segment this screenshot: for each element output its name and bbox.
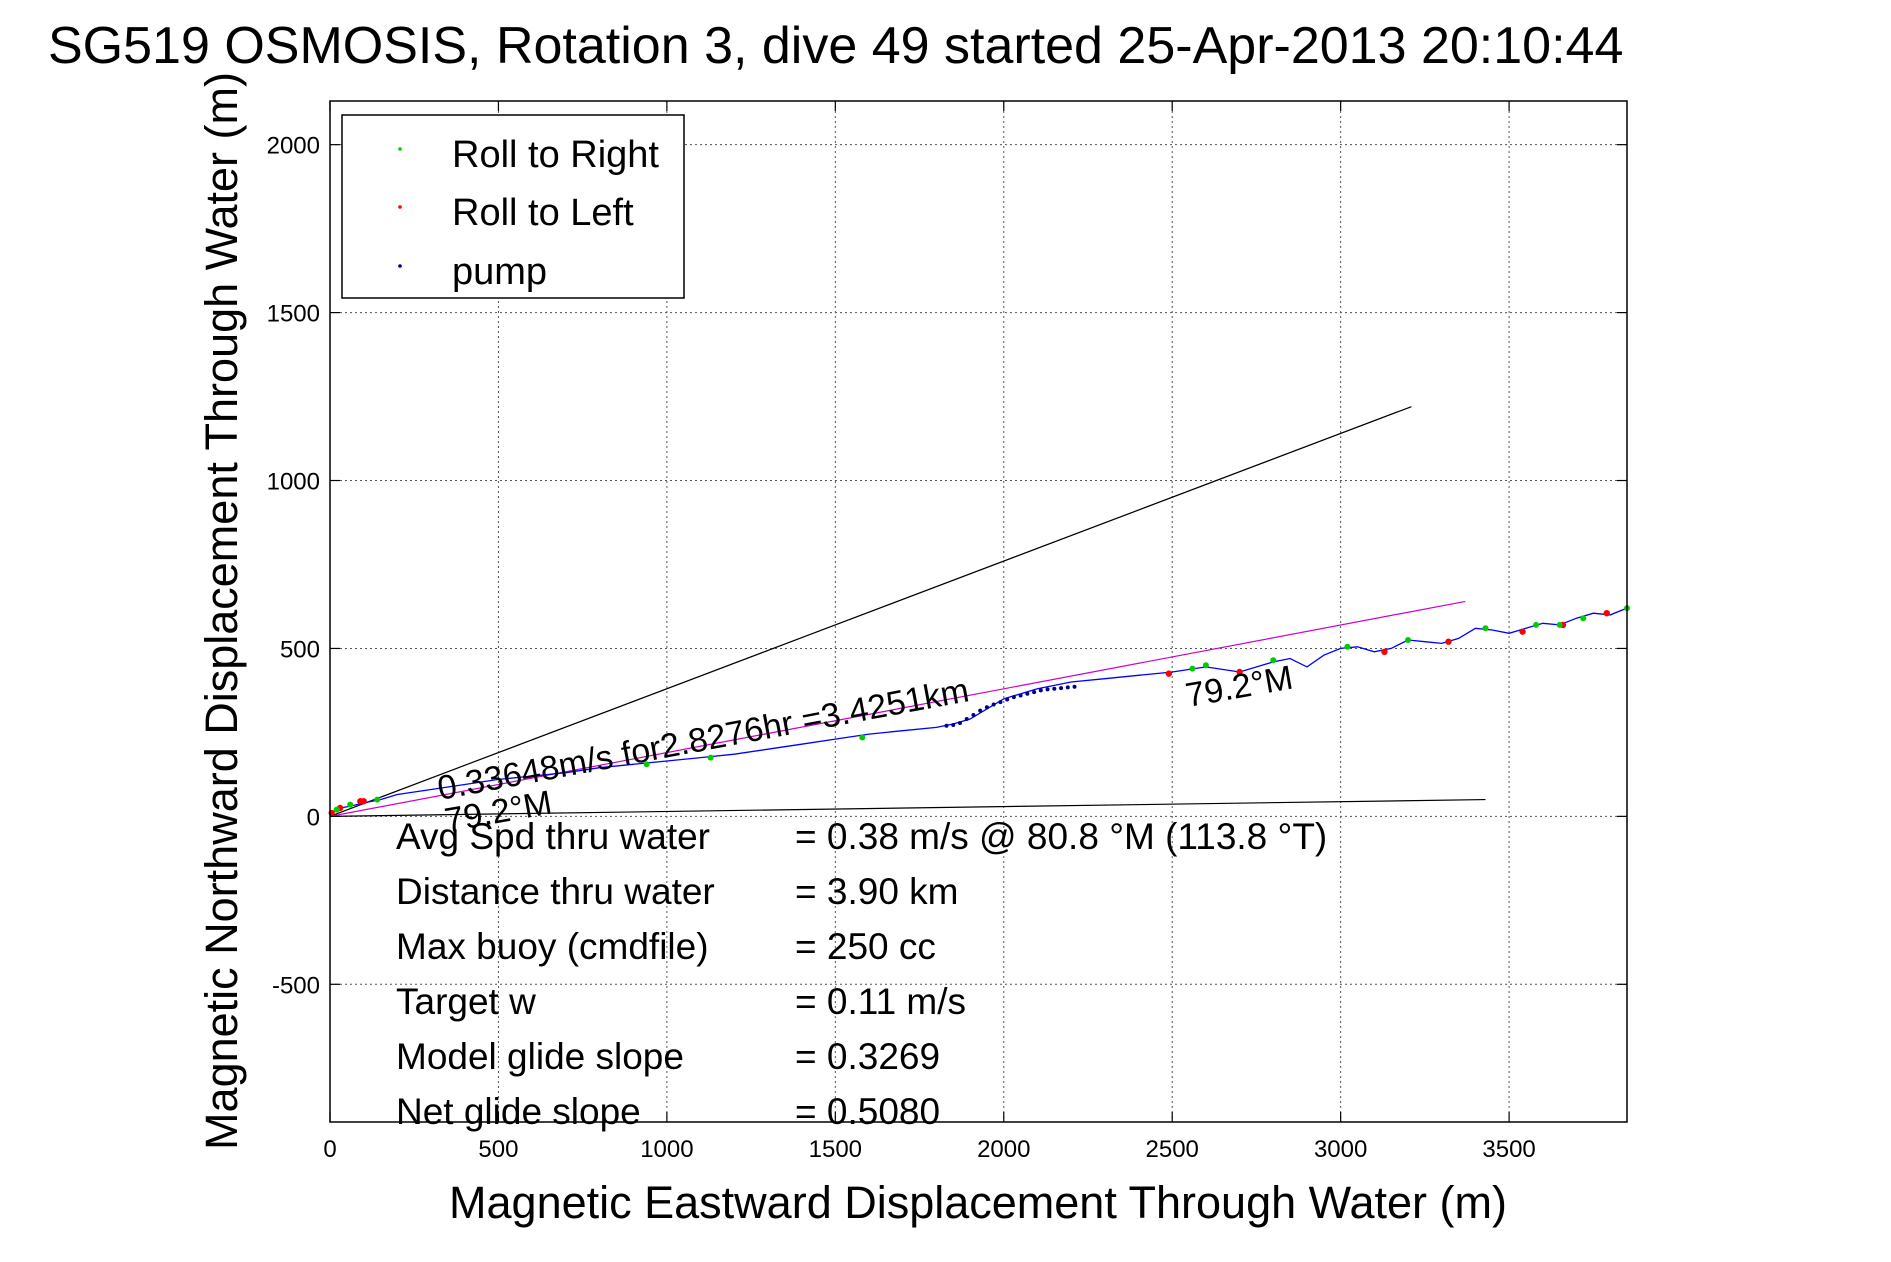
envelope-layer bbox=[329, 406, 1486, 817]
pump-point bbox=[1018, 693, 1023, 698]
roll-right-point bbox=[707, 754, 714, 761]
roll-left-point bbox=[360, 798, 367, 805]
pump-point bbox=[984, 705, 989, 710]
x-tick-label: 3500 bbox=[1482, 1136, 1535, 1163]
stat-value: = 0.11 m/s bbox=[795, 981, 966, 1022]
pump-point bbox=[1045, 687, 1050, 692]
heading-line bbox=[329, 600, 1466, 817]
stats-panel: Avg Spd thru water = 0.38 m/s @ 80.8 °M (… bbox=[396, 816, 1327, 1132]
pump-point bbox=[964, 716, 969, 721]
x-tick-label: 0 bbox=[323, 1136, 336, 1163]
roll-right-point bbox=[1189, 665, 1196, 672]
x-tick-label: 3000 bbox=[1314, 1136, 1367, 1163]
x-axis-label: Magnetic Eastward Displacement Through W… bbox=[449, 1177, 1507, 1228]
roll-left-point bbox=[1445, 638, 1452, 645]
stat-value: = 250 cc bbox=[795, 926, 936, 967]
legend-label-roll-left: Roll to Left bbox=[452, 192, 634, 234]
stat-label: Model glide slope bbox=[396, 1036, 684, 1077]
pump-point bbox=[957, 721, 962, 726]
roll-left-point bbox=[1165, 670, 1173, 677]
roll-left-point bbox=[1519, 628, 1526, 635]
legend-marker-pump bbox=[398, 264, 402, 268]
y-tick-label: 2000 bbox=[267, 133, 320, 160]
y-tick-label: 1000 bbox=[267, 469, 320, 496]
x-tick-label: 2000 bbox=[977, 1136, 1030, 1163]
stat-label: Avg Spd thru water bbox=[396, 816, 710, 857]
roll-right-point bbox=[1270, 657, 1277, 664]
pump-point bbox=[971, 712, 976, 717]
pump-point bbox=[1005, 697, 1010, 702]
x-tick-label: 1500 bbox=[809, 1136, 862, 1163]
legend-label-pump: pump bbox=[452, 251, 547, 293]
y-tick-label: 0 bbox=[307, 804, 320, 831]
stat-label: Target w bbox=[396, 981, 536, 1022]
stat-label: Net glide slope bbox=[396, 1091, 641, 1132]
track-layer bbox=[329, 607, 1628, 817]
roll-right-point bbox=[333, 806, 340, 813]
roll-right-point bbox=[347, 801, 354, 808]
track-line bbox=[329, 607, 1628, 817]
y-axis-label: Magnetic Northward Displacement Through … bbox=[196, 72, 247, 1150]
x-tick-label: 500 bbox=[478, 1136, 518, 1163]
x-tick-label: 2500 bbox=[1146, 1136, 1199, 1163]
pump-point bbox=[1072, 684, 1077, 689]
legend-label-roll-right: Roll to Right bbox=[452, 134, 659, 176]
x-tick-label: 1000 bbox=[640, 1136, 693, 1163]
envelope-line-upper bbox=[329, 406, 1412, 817]
roll-left-point bbox=[1381, 648, 1388, 656]
legend-marker-roll-left bbox=[398, 205, 402, 209]
pump-point bbox=[1065, 685, 1070, 690]
pump-point bbox=[1025, 691, 1030, 696]
stat-value: = 3.90 km bbox=[795, 871, 959, 912]
roll-right-point bbox=[1202, 662, 1209, 669]
roll-right-point bbox=[643, 761, 650, 768]
legend-marker-roll-right bbox=[398, 147, 402, 151]
roll-right-point bbox=[1556, 621, 1563, 628]
pump-point bbox=[1038, 688, 1043, 693]
roll-right-point bbox=[1482, 625, 1489, 632]
chart-title: SG519 OSMOSIS, Rotation 3, dive 49 start… bbox=[48, 17, 1623, 75]
y-tick-label: 1500 bbox=[267, 301, 320, 328]
roll-right-point bbox=[1533, 621, 1540, 628]
tick-layer: 0 500 1000 1500 2000 2500 3000 3500 -500 0 500 1000… bbox=[267, 101, 1627, 1163]
roll-right-point bbox=[859, 734, 866, 741]
stat-value: = 0.5080 bbox=[795, 1091, 940, 1132]
y-tick-label: -500 bbox=[272, 972, 320, 999]
stat-label: Max buoy (cmdfile) bbox=[396, 926, 709, 967]
pump-point bbox=[978, 708, 983, 713]
y-tick-label: 500 bbox=[280, 636, 320, 663]
roll-right-point bbox=[374, 796, 381, 803]
roll-right-point bbox=[1580, 615, 1587, 622]
plot-frame bbox=[329, 100, 1628, 1123]
pump-point bbox=[998, 700, 1003, 705]
pump-point bbox=[991, 702, 996, 707]
pump-point bbox=[944, 723, 949, 728]
stat-label: Distance thru water bbox=[396, 871, 715, 912]
pump-point bbox=[1052, 686, 1057, 691]
pump-point bbox=[951, 723, 956, 728]
roll-left-point bbox=[1236, 668, 1243, 676]
pump-point bbox=[1059, 686, 1064, 691]
legend: Roll to Right Roll to Left pump bbox=[341, 114, 685, 299]
roll-right-point bbox=[1344, 643, 1351, 650]
roll-right-point bbox=[1405, 637, 1412, 644]
stat-value: = 0.38 m/s @ 80.8 °M (113.8 °T) bbox=[795, 816, 1327, 857]
pump-point bbox=[1032, 690, 1037, 695]
roll-left-point bbox=[1603, 609, 1610, 617]
pump-point bbox=[1011, 695, 1016, 700]
stat-value: = 0.3269 bbox=[795, 1036, 940, 1077]
envelope-line-lower bbox=[329, 798, 1486, 817]
